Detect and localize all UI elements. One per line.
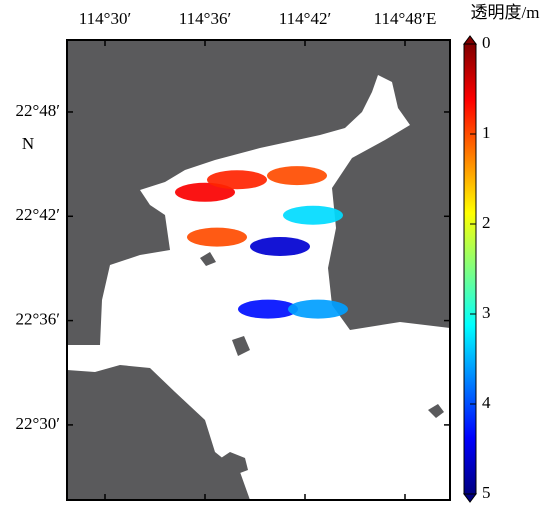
station-ellipse (283, 205, 343, 225)
station-ellipse (187, 227, 247, 247)
station-ellipse (288, 299, 348, 319)
y-tick-label: 22°30′ (15, 414, 60, 433)
island (428, 404, 444, 418)
island (200, 252, 216, 266)
y-tick-label: 22°42′ (15, 205, 60, 224)
colorbar-tick-label: 0 (482, 33, 491, 52)
colorbar (463, 43, 477, 495)
station-ellipse (238, 299, 298, 319)
station-ellipse (267, 166, 327, 186)
x-tick-label: 114°42′ (279, 9, 331, 28)
x-tick-label: 114°48′E (374, 9, 437, 28)
colorbar-cap (463, 493, 477, 503)
colorbar-title: 透明度/m (471, 3, 540, 22)
station-ellipse (207, 170, 267, 190)
x-tick-label: 114°30′ (79, 9, 131, 28)
map-frame (66, 39, 451, 501)
x-tick-label: 114°36′ (179, 9, 231, 28)
colorbar-tick-label: 1 (482, 123, 491, 142)
lat-label: N (22, 134, 34, 153)
y-tick-label: 22°36′ (15, 309, 60, 328)
island (215, 452, 248, 476)
basemap (67, 40, 450, 500)
y-tick-label: 22°48′ (15, 101, 60, 120)
stations (175, 166, 348, 319)
colorbar-cap (463, 35, 477, 45)
colorbar-tick-label: 4 (482, 393, 491, 412)
station-ellipse (250, 237, 310, 257)
island (232, 336, 250, 356)
colorbar-tick-label: 2 (482, 213, 491, 232)
water (67, 75, 450, 500)
colorbar-tick-label: 5 (482, 483, 491, 502)
colorbar-tick-label: 3 (482, 303, 491, 322)
